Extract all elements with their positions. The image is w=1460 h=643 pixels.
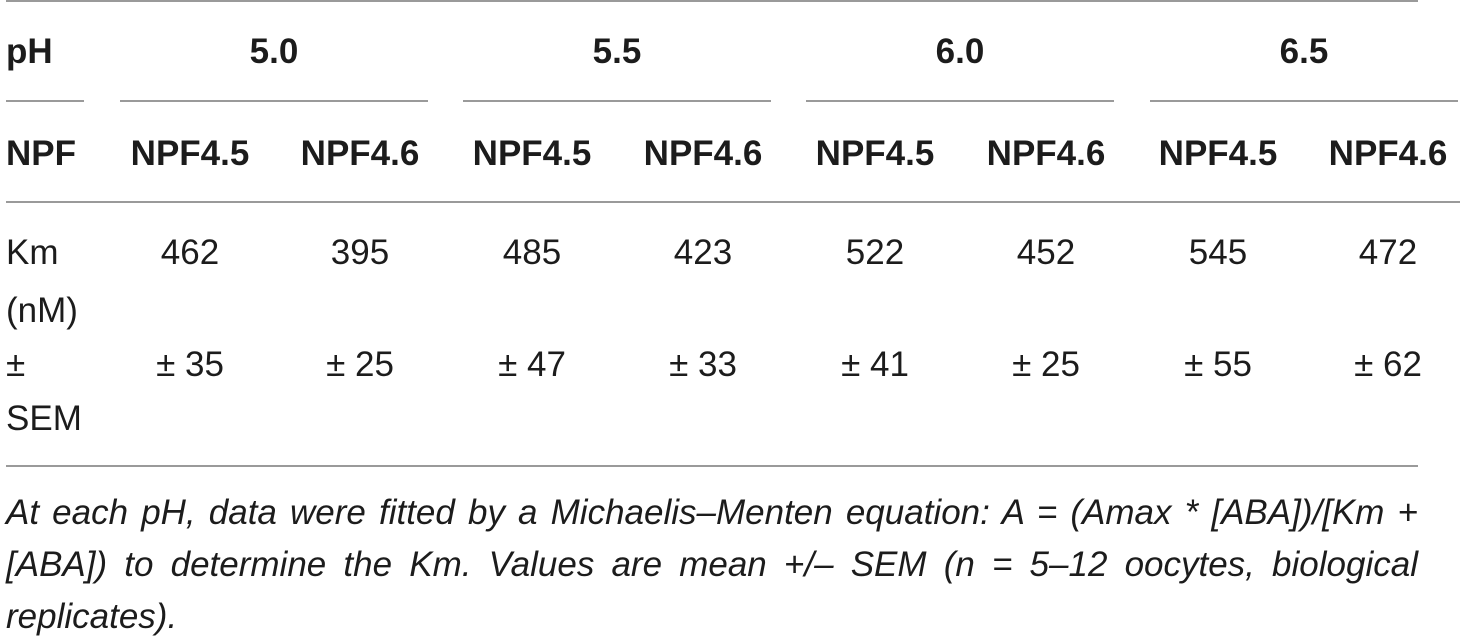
table-cell: 522 bbox=[845, 233, 905, 272]
table-cell: 395 bbox=[330, 233, 390, 272]
column-header: NPF4.5 bbox=[1158, 134, 1278, 173]
row-label-unit: (nM) bbox=[6, 291, 78, 330]
column-header: NPF4.5 bbox=[815, 134, 935, 173]
row-label: ± bbox=[6, 345, 26, 384]
table-cell: 485 bbox=[502, 233, 562, 272]
ph-group-header: 6.0 bbox=[935, 32, 985, 71]
table-bottom-rule bbox=[6, 465, 1418, 467]
column-header: NPF4.5 bbox=[130, 134, 250, 173]
group-underline bbox=[120, 100, 428, 102]
table-cell: 452 bbox=[1016, 233, 1076, 272]
table-cell: ± 33 bbox=[669, 345, 737, 384]
table-cell: ± 47 bbox=[498, 345, 566, 384]
row-label: Km bbox=[6, 233, 59, 272]
table-cell: 472 bbox=[1358, 233, 1418, 272]
group-underline bbox=[463, 100, 771, 102]
table-cell: ± 62 bbox=[1354, 345, 1422, 384]
header-bottom-rule bbox=[6, 201, 1460, 203]
table-footnote: At each pH, data were fitted by a Michae… bbox=[6, 493, 1418, 636]
ph-group-header: 5.0 bbox=[249, 32, 299, 71]
table-cell: ± 25 bbox=[1012, 345, 1080, 384]
ph-group-header: 6.5 bbox=[1279, 32, 1329, 71]
ph-group-header: 5.5 bbox=[592, 32, 642, 71]
table-cell: 545 bbox=[1188, 233, 1248, 272]
table-cell: 462 bbox=[160, 233, 220, 272]
column-header: NPF4.6 bbox=[986, 134, 1106, 173]
table-cell: 423 bbox=[673, 233, 733, 272]
column-header: NPF4.6 bbox=[300, 134, 420, 173]
table-cell: ± 41 bbox=[841, 345, 909, 384]
column-header: NPF4.6 bbox=[643, 134, 763, 173]
table-top-rule bbox=[6, 0, 1418, 2]
column-header: NPF4.5 bbox=[472, 134, 592, 173]
table-cell: ± 35 bbox=[156, 345, 224, 384]
ph-header-label: pH bbox=[6, 32, 53, 71]
group-underline bbox=[806, 100, 1114, 102]
row-label-unit: SEM bbox=[6, 399, 82, 438]
npf-header-label: NPF bbox=[6, 134, 76, 173]
table-cell: ± 25 bbox=[326, 345, 394, 384]
group-underline bbox=[1150, 100, 1458, 102]
column-header: NPF4.6 bbox=[1328, 134, 1448, 173]
header-underline bbox=[6, 100, 84, 102]
table-cell: ± 55 bbox=[1184, 345, 1252, 384]
